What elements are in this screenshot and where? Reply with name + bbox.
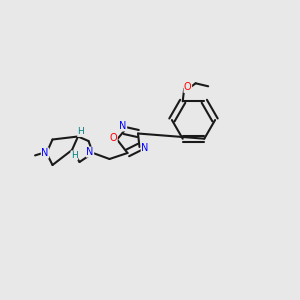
Text: N: N	[86, 147, 94, 157]
Text: N: N	[141, 143, 148, 153]
Text: N: N	[119, 121, 127, 131]
Text: O: O	[184, 82, 192, 92]
Text: N: N	[41, 148, 49, 158]
Text: H: H	[78, 128, 84, 136]
Text: H: H	[71, 151, 78, 160]
Text: O: O	[110, 133, 117, 143]
